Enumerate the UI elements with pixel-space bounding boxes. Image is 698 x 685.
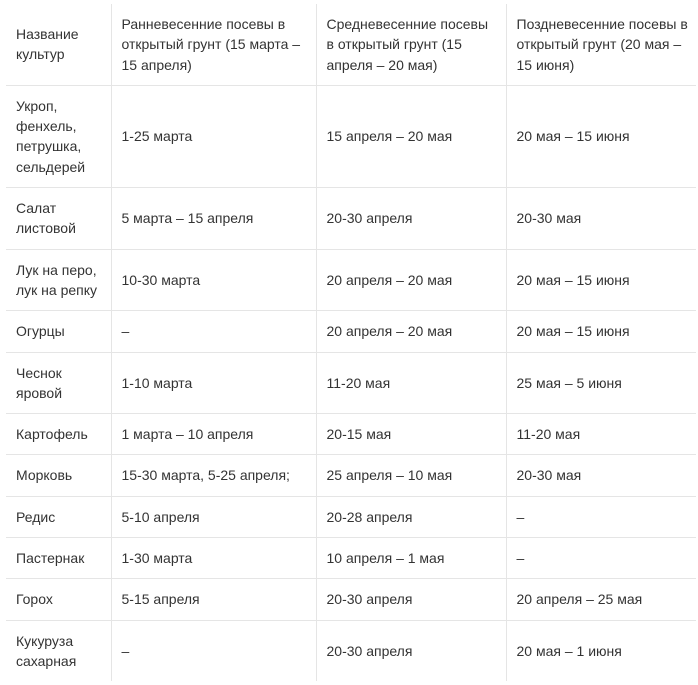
table-row: Чеснок яровой 1-10 марта 11-20 мая 25 ма…	[6, 352, 696, 414]
cell-mid: 20 апреля – 20 мая	[316, 311, 506, 352]
planting-table-container: Название культур Ранневесенние посевы в …	[0, 0, 698, 685]
table-row: Салат листовой 5 марта – 15 апреля 20-30…	[6, 188, 696, 250]
header-cell-mid: Средневесенние посевы в открытый грунт (…	[316, 4, 506, 85]
planting-table: Название культур Ранневесенние посевы в …	[6, 4, 696, 681]
cell-crop: Пастернак	[6, 538, 111, 579]
cell-late: 20-30 мая	[506, 455, 696, 496]
cell-crop: Салат листовой	[6, 188, 111, 250]
table-row: Укроп, фенхель, петрушка, сельдерей 1-25…	[6, 85, 696, 187]
cell-crop: Укроп, фенхель, петрушка, сельдерей	[6, 85, 111, 187]
cell-mid: 10 апреля – 1 мая	[316, 538, 506, 579]
cell-early: 5 марта – 15 апреля	[111, 188, 316, 250]
cell-late: –	[506, 538, 696, 579]
cell-late: 20 мая – 15 июня	[506, 85, 696, 187]
cell-crop: Редис	[6, 496, 111, 537]
cell-early: 5-15 апреля	[111, 579, 316, 620]
table-row: Кукуруза сахарная – 20-30 апреля 20 мая …	[6, 620, 696, 681]
cell-early: 1-25 марта	[111, 85, 316, 187]
cell-crop: Чеснок яровой	[6, 352, 111, 414]
table-row: Пастернак 1-30 марта 10 апреля – 1 мая –	[6, 538, 696, 579]
table-row: Морковь 15-30 марта, 5-25 апреля; 25 апр…	[6, 455, 696, 496]
cell-late: 25 мая – 5 июня	[506, 352, 696, 414]
header-row: Название культур Ранневесенние посевы в …	[6, 4, 696, 85]
cell-crop: Огурцы	[6, 311, 111, 352]
cell-mid: 20-30 апреля	[316, 579, 506, 620]
cell-early: 1-10 марта	[111, 352, 316, 414]
table-row: Редис 5-10 апреля 20-28 апреля –	[6, 496, 696, 537]
cell-mid: 15 апреля – 20 мая	[316, 85, 506, 187]
cell-mid: 20-30 апреля	[316, 188, 506, 250]
cell-early: 1 марта – 10 апреля	[111, 414, 316, 455]
cell-late: 20 мая – 15 июня	[506, 311, 696, 352]
table-row: Огурцы – 20 апреля – 20 мая 20 мая – 15 …	[6, 311, 696, 352]
table-row: Горох 5-15 апреля 20-30 апреля 20 апреля…	[6, 579, 696, 620]
table-row: Лук на перо, лук на репку 10-30 марта 20…	[6, 249, 696, 311]
cell-crop: Морковь	[6, 455, 111, 496]
cell-late: 20 мая – 15 июня	[506, 249, 696, 311]
cell-early: 10-30 марта	[111, 249, 316, 311]
cell-mid: 25 апреля – 10 мая	[316, 455, 506, 496]
cell-mid: 20 апреля – 20 мая	[316, 249, 506, 311]
cell-early: –	[111, 311, 316, 352]
cell-late: 20 апреля – 25 мая	[506, 579, 696, 620]
table-header: Название культур Ранневесенние посевы в …	[6, 4, 696, 85]
cell-early: 15-30 марта, 5-25 апреля;	[111, 455, 316, 496]
cell-mid: 11-20 мая	[316, 352, 506, 414]
cell-mid: 20-28 апреля	[316, 496, 506, 537]
cell-crop: Лук на перо, лук на репку	[6, 249, 111, 311]
cell-late: 11-20 мая	[506, 414, 696, 455]
header-cell-late: Поздневесенние посевы в открытый грунт (…	[506, 4, 696, 85]
cell-early: 1-30 марта	[111, 538, 316, 579]
cell-late: 20 мая – 1 июня	[506, 620, 696, 681]
cell-early: –	[111, 620, 316, 681]
cell-late: 20-30 мая	[506, 188, 696, 250]
cell-crop: Горох	[6, 579, 111, 620]
cell-mid: 20-30 апреля	[316, 620, 506, 681]
cell-mid: 20-15 мая	[316, 414, 506, 455]
table-body: Укроп, фенхель, петрушка, сельдерей 1-25…	[6, 85, 696, 681]
table-row: Картофель 1 марта – 10 апреля 20-15 мая …	[6, 414, 696, 455]
header-cell-crop: Название культур	[6, 4, 111, 85]
cell-early: 5-10 апреля	[111, 496, 316, 537]
cell-late: –	[506, 496, 696, 537]
cell-crop: Картофель	[6, 414, 111, 455]
cell-crop: Кукуруза сахарная	[6, 620, 111, 681]
header-cell-early: Ранневесенние посевы в открытый грунт (1…	[111, 4, 316, 85]
